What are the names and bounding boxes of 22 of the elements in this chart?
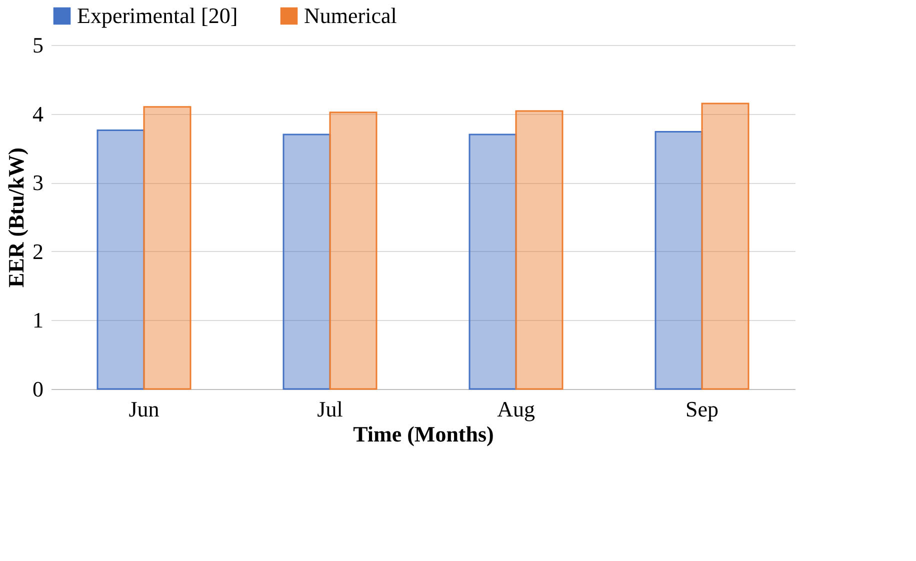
y-tick-label: 1 — [32, 308, 44, 333]
x-tick-label: Aug — [497, 396, 535, 422]
legend-label: Numerical — [304, 3, 397, 28]
bar — [701, 102, 750, 390]
y-axis-title: EER (Btu/kW) — [4, 148, 28, 288]
bar — [468, 134, 517, 390]
legend-label: Experimental [20] — [77, 3, 238, 28]
y-tick-label: 0 — [32, 376, 44, 402]
bar — [96, 130, 145, 390]
y-tick-label: 5 — [32, 32, 44, 58]
y-tick-label: 3 — [32, 170, 44, 196]
y-tick-label: 2 — [32, 238, 44, 264]
bar — [282, 134, 331, 390]
y-tick-label: 4 — [32, 101, 44, 126]
x-tick-label: Jun — [128, 396, 160, 422]
bar — [329, 112, 378, 390]
bar — [515, 110, 564, 390]
x-tick-label: Sep — [686, 396, 718, 422]
bar — [143, 106, 192, 390]
bar — [654, 130, 703, 390]
x-tick-label: Jul — [317, 396, 343, 422]
x-axis-title: Time (Months) — [353, 422, 494, 446]
